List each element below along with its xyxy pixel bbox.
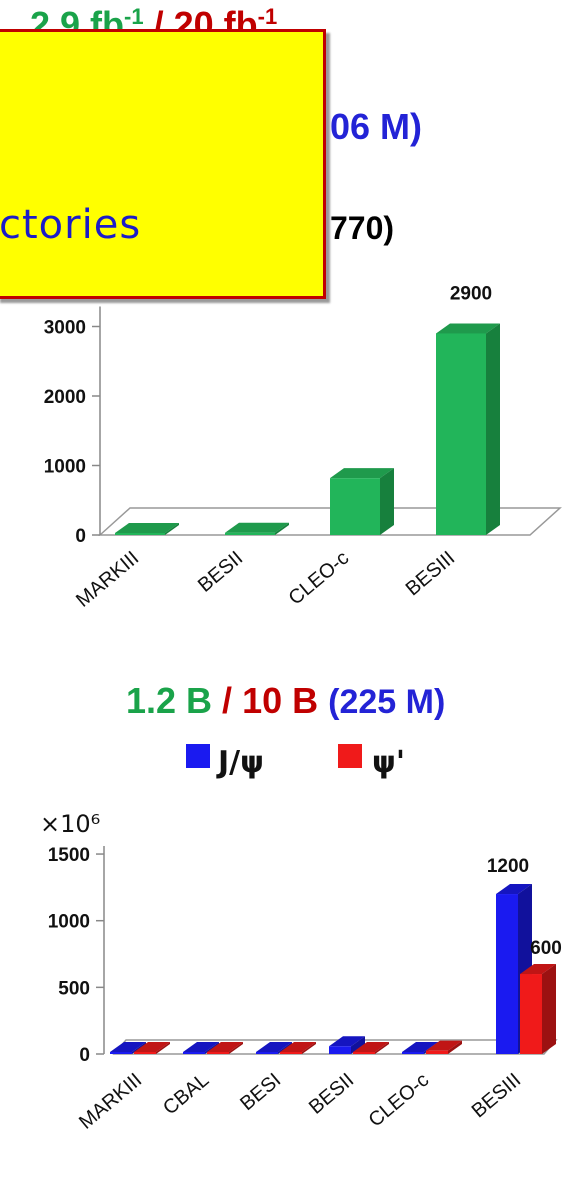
chart1-ytick-label: 2000: [44, 387, 86, 408]
header-psi-part3: (225 M): [328, 683, 446, 721]
chart2-bar-jpsi-top: [256, 1042, 292, 1052]
chart1-bar: [115, 533, 165, 535]
chart2-bar-jpsi-side: [351, 1036, 365, 1054]
chart1-ytick-label: 3000: [44, 318, 86, 339]
header-psi-part2: 10 B: [242, 680, 319, 721]
chart2-ytick-label: 500: [58, 978, 90, 999]
chart2-bar-jpsi-top: [402, 1042, 438, 1052]
chart2-y-multiplier: ×10⁶: [40, 810, 100, 838]
chart2-bar-psip-top: [280, 1042, 316, 1052]
chart2-category-label: BESIII: [468, 1069, 526, 1122]
chart2-bar-psip: [520, 974, 542, 1054]
chart2-bar-psip-side: [542, 964, 556, 1054]
chart2-data-label: 600: [530, 938, 562, 959]
callout-box: ctories: [0, 29, 326, 299]
chart1-bar: [225, 532, 275, 535]
chart2-category-label: CBAL: [159, 1069, 213, 1119]
chart2-category-label: MARKIII: [75, 1069, 146, 1134]
chart2-bar-jpsi-top: [183, 1042, 219, 1052]
chart2-bar-psip-side: [375, 1042, 389, 1054]
chart2-bar-jpsi: [256, 1052, 278, 1054]
chart2-bar-jpsi: [496, 894, 518, 1054]
chart2-bar-psip: [207, 1052, 229, 1054]
header-psi-part1: 1.2 B: [126, 680, 213, 721]
chart2-bar-psip-top: [426, 1040, 462, 1051]
chart2-bar-psip-top: [134, 1042, 170, 1052]
chart1-floor: [98, 507, 562, 536]
chart2-bar-psip: [280, 1052, 302, 1054]
header-top-part2-sup: -1: [257, 4, 278, 29]
chart2-bar-jpsi-top: [496, 884, 532, 895]
chart2-ytick-label: 0: [79, 1045, 90, 1066]
chart2-bar-jpsi-top: [329, 1036, 365, 1047]
chart1-data-label: 2900: [450, 283, 492, 304]
chart2-bar-jpsi: [110, 1052, 132, 1054]
chart2-bar-jpsi: [183, 1052, 205, 1054]
header-psi-sep: /: [212, 680, 243, 721]
chart2-category-label: CLEO-c: [365, 1069, 434, 1132]
chart2-bar-psip-side: [229, 1042, 243, 1054]
header-top-part1-sup: -1: [124, 4, 144, 29]
legend-label-jpsi: J/ψ: [216, 745, 264, 780]
chart2-bar-psip-side: [448, 1040, 462, 1054]
chart2-bar-psip-top: [353, 1042, 389, 1052]
chart1-ytick-label: 1000: [44, 457, 86, 478]
chart1-bar-top: [436, 323, 500, 334]
chart2-category-label: BESII: [305, 1069, 358, 1119]
chart1-ytick-label: 0: [75, 526, 86, 547]
chart1-bar-side: [380, 468, 394, 535]
callout-text: ctories: [0, 202, 142, 248]
chart1-bar-top: [115, 523, 179, 533]
chart2-ytick-label: 1500: [48, 845, 90, 866]
header-dt: 06 M): [330, 106, 423, 147]
chart1-bar-top: [225, 522, 289, 533]
legend-label-psip: ψ': [372, 745, 405, 780]
chart2-bar-psip-side: [156, 1042, 170, 1054]
chart1-bar: [436, 333, 486, 535]
chart1-bar-side: [275, 522, 289, 535]
legend-swatch-psip: [338, 744, 362, 768]
chart2-bar-psip-top: [207, 1042, 243, 1052]
chart2-bar-jpsi: [329, 1046, 351, 1054]
chart2-bar-psip: [134, 1052, 156, 1054]
chart2-bar-psip-top: [520, 964, 556, 975]
header-psi: 1.2 B / 10 B (225 M): [126, 680, 445, 722]
chart2-bar-psip: [426, 1050, 448, 1054]
chart2-bar-psip: [353, 1052, 375, 1054]
chart1-bar-side: [486, 323, 500, 535]
header-top-sep: /: [143, 4, 174, 45]
chart1-bar-top: [330, 468, 394, 479]
chart2-bar-jpsi-top: [110, 1042, 146, 1052]
chart2-data-label: 1200: [487, 856, 529, 877]
chart2-ytick-label: 1000: [48, 912, 90, 933]
chart1-bar: [330, 478, 380, 535]
chart1-bar-side: [165, 523, 179, 535]
chart2-bar-psip-side: [302, 1042, 316, 1054]
chart2-bar-jpsi: [402, 1052, 424, 1054]
chart2-category-label: BESI: [236, 1069, 285, 1115]
legend-swatch-jpsi: [186, 744, 210, 768]
header-lum: 770): [330, 210, 395, 246]
